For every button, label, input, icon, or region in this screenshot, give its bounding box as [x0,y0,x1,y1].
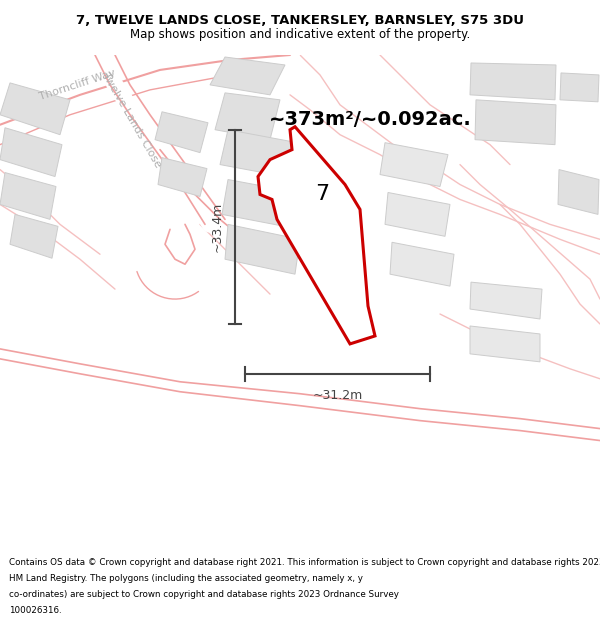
Polygon shape [158,158,207,196]
Polygon shape [470,63,556,100]
Polygon shape [225,224,300,274]
Polygon shape [470,282,542,319]
Polygon shape [0,83,70,135]
Polygon shape [258,127,375,344]
Text: ~31.2m: ~31.2m [313,389,362,402]
Polygon shape [470,326,540,362]
Polygon shape [155,112,208,152]
Text: Contains OS data © Crown copyright and database right 2021. This information is : Contains OS data © Crown copyright and d… [9,558,600,567]
Text: ~33.4m: ~33.4m [211,202,223,252]
Polygon shape [380,142,448,186]
Text: 7: 7 [315,184,329,204]
Polygon shape [220,130,308,179]
Text: 100026316.: 100026316. [9,606,62,614]
Text: Twelve Lands Close: Twelve Lands Close [100,71,163,169]
Text: Map shows position and indicative extent of the property.: Map shows position and indicative extent… [130,28,470,41]
Polygon shape [475,100,556,144]
Text: ~373m²/~0.092ac.: ~373m²/~0.092ac. [269,110,472,129]
Polygon shape [10,214,58,258]
Polygon shape [385,192,450,236]
Polygon shape [215,93,280,139]
Polygon shape [0,127,62,176]
Polygon shape [558,169,599,214]
Text: 7, TWELVE LANDS CLOSE, TANKERSLEY, BARNSLEY, S75 3DU: 7, TWELVE LANDS CLOSE, TANKERSLEY, BARNS… [76,14,524,27]
Polygon shape [210,57,285,95]
Polygon shape [560,73,599,102]
Text: co-ordinates) are subject to Crown copyright and database rights 2023 Ordnance S: co-ordinates) are subject to Crown copyr… [9,590,399,599]
Polygon shape [390,242,454,286]
Text: HM Land Registry. The polygons (including the associated geometry, namely x, y: HM Land Registry. The polygons (includin… [9,574,363,583]
Text: Thorncliff Way: Thorncliff Way [38,68,117,102]
Polygon shape [0,173,56,219]
Polygon shape [222,179,308,229]
